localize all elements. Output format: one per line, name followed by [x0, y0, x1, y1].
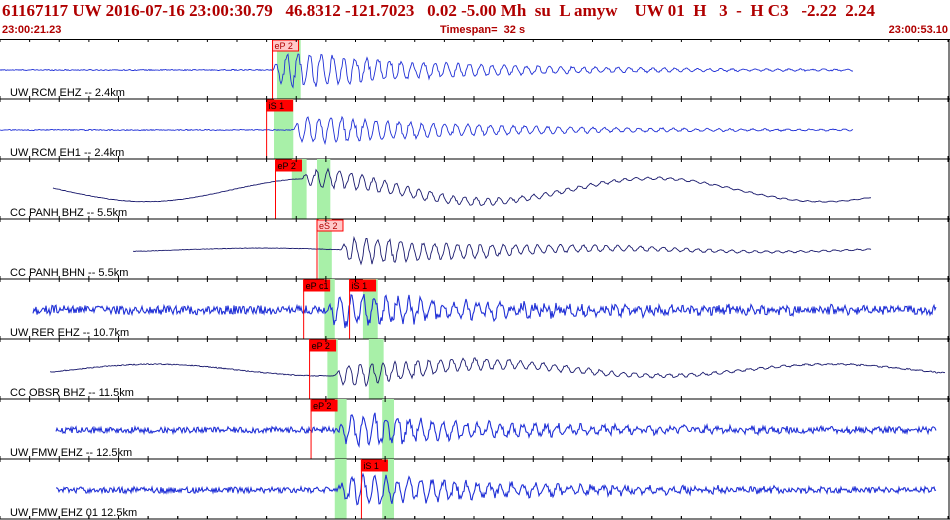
station-label-6: UW FMW EHZ -- 12.5km — [10, 447, 132, 459]
phase-window-4-1 — [362, 279, 378, 339]
station-label-5: CC OBSR BHZ -- 11.5km — [10, 387, 134, 399]
waveform-7 — [56, 472, 937, 506]
waveform-1 — [0, 115, 854, 146]
seismogram-chart: eP 2 UW RCM EHZ -- 2.4km iS 1 UW RCM EH1 --… — [0, 39, 950, 520]
phase-window-6-0 — [334, 399, 347, 459]
station-label-3: CC PANH BHN -- 5.5km — [10, 267, 128, 279]
pick-label-3-0: eS 2 — [319, 221, 338, 231]
pick-label-4-0: eP c1 — [306, 281, 329, 291]
event-title: 61167117 UW 2016-07-16 23:00:30.79 46.83… — [2, 1, 875, 20]
phase-window-4-0 — [324, 279, 335, 339]
pick-label-0-0: eP 2 — [275, 41, 293, 51]
phase-window-2-1 — [316, 159, 331, 219]
pick-box-2-0 — [275, 159, 303, 172]
station-label-2: CC PANH BHZ -- 5.5km — [10, 207, 127, 219]
phase-window-0-0 — [276, 39, 301, 99]
phase-window-5-0 — [327, 339, 338, 399]
pick-label-5-0: eP 2 — [312, 341, 330, 351]
pick-label-6-0: eP 2 — [313, 401, 331, 411]
pick-box-4-1 — [349, 279, 377, 292]
pick-box-7-0 — [360, 459, 388, 472]
waveform-3 — [133, 235, 872, 266]
waveform-6 — [55, 412, 937, 449]
station-label-0: UW RCM EHZ -- 2.4km — [10, 87, 125, 99]
phase-window-2-0 — [291, 159, 307, 219]
start-time-label: 23:00:21.23 — [2, 24, 62, 36]
timespan-label: Timespan= 32 s — [440, 24, 526, 36]
station-label-4: UW RER EHZ -- 10.7km — [10, 327, 129, 339]
waveform-5 — [50, 357, 946, 388]
station-label-1: UW RCM EH1 -- 2.4km — [10, 147, 124, 159]
pick-box-5-0 — [309, 339, 337, 352]
phase-window-1-0 — [274, 99, 294, 159]
pick-box-6-0 — [310, 399, 338, 412]
pick-box-1-0 — [266, 99, 294, 112]
pick-label-2-0: eP 2 — [278, 161, 296, 171]
pick-label-4-1: iS 1 — [352, 281, 368, 291]
pick-box-3-0 — [316, 219, 344, 232]
phase-window-7-0 — [334, 459, 347, 519]
end-time-label: 23:00:53.10 — [888, 24, 948, 36]
waveform-4 — [32, 293, 937, 329]
pick-label-1-0: iS 1 — [269, 101, 285, 111]
phase-window-5-1 — [368, 339, 384, 399]
header: 61167117 UW 2016-07-16 23:00:30.79 46.83… — [0, 0, 950, 40]
waveform-2 — [52, 167, 872, 207]
waveform-0 — [0, 53, 854, 89]
station-label-7: UW FMW EHZ 01 12.5km — [10, 507, 137, 519]
pick-box-4-0 — [303, 279, 331, 292]
phase-window-6-1 — [382, 399, 395, 459]
pick-label-7-0: iS 1 — [363, 461, 379, 471]
